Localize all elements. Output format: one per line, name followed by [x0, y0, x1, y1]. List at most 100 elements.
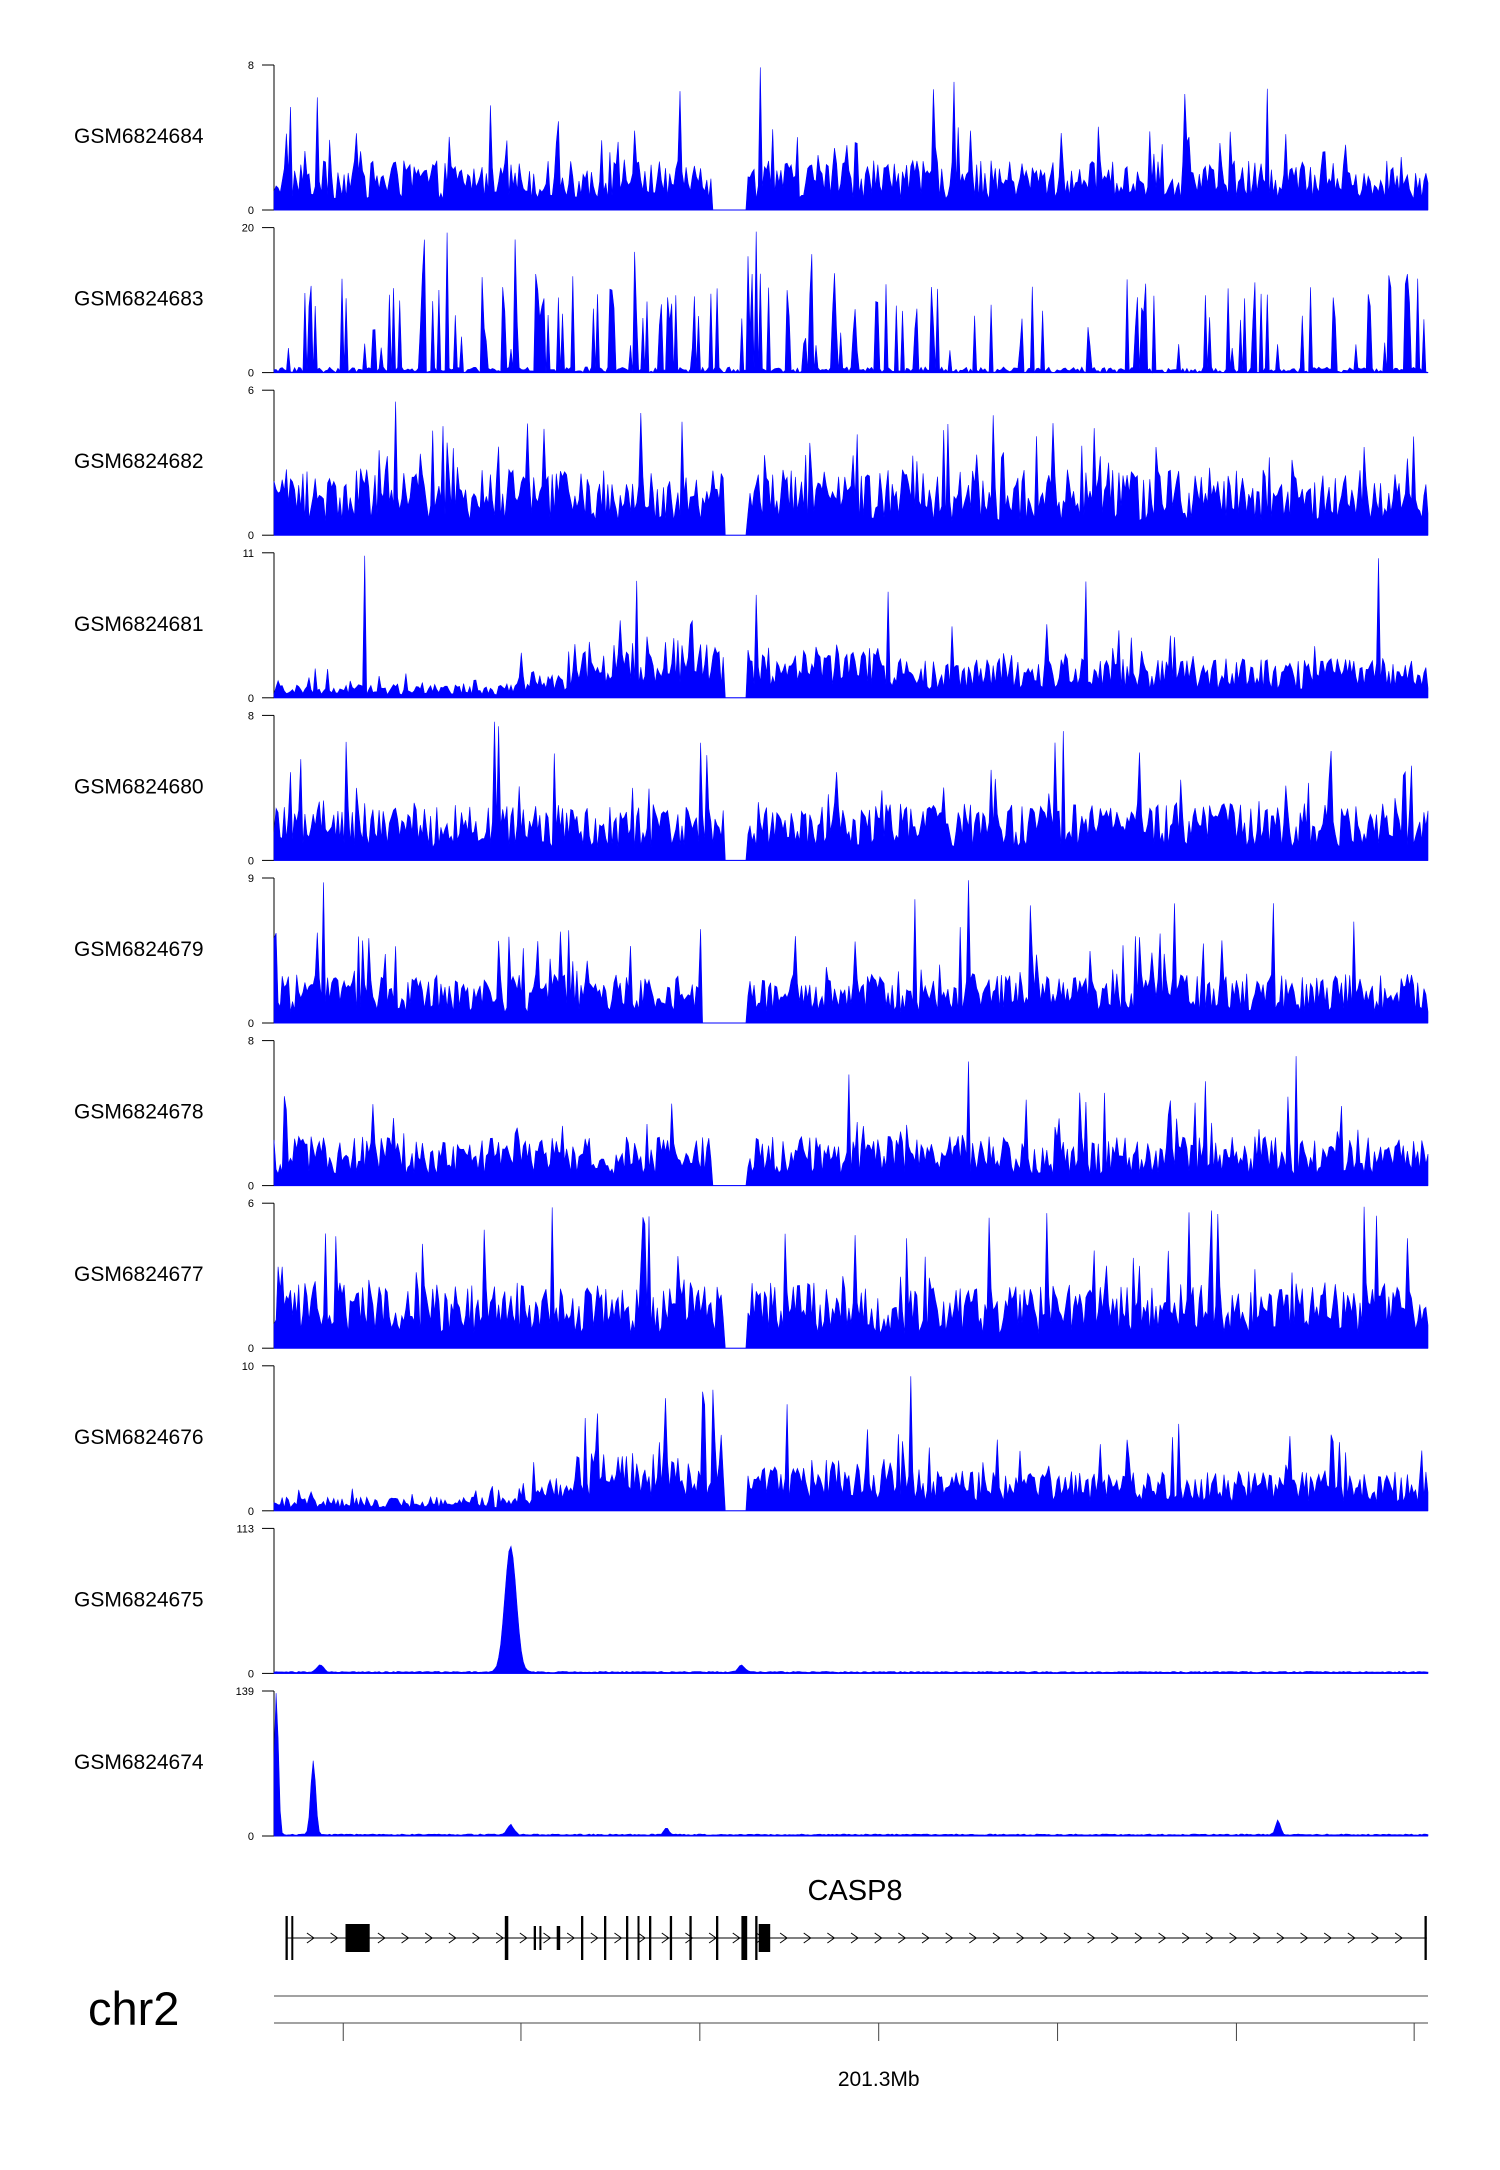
y-min-label: 0	[248, 1181, 254, 1193]
exon-block	[669, 1916, 673, 1960]
track-GSM6824675: GSM6824675 113 0	[74, 1523, 1429, 1680]
strand-arrow	[1063, 1932, 1072, 1944]
track-GSM6824684: GSM6824684 8 0	[74, 60, 1429, 217]
track-GSM6824681: GSM6824681 11 0	[74, 548, 1429, 705]
signal-area	[273, 1545, 1429, 1674]
y-max-label: 8	[248, 710, 254, 722]
track-label: GSM6824683	[74, 288, 204, 311]
strand-arrow	[637, 1932, 646, 1944]
exon-block	[291, 1916, 294, 1960]
signal-area	[273, 555, 1429, 699]
track-GSM6824679: GSM6824679 9 0	[74, 873, 1429, 1030]
strand-arrow	[1276, 1932, 1285, 1944]
strand-arrow	[779, 1932, 788, 1944]
strand-arrow	[614, 1932, 623, 1944]
track-label: GSM6824677	[74, 1263, 204, 1286]
strand-arrow	[566, 1932, 576, 1944]
strand-arrow	[1323, 1932, 1333, 1944]
exon-block	[741, 1916, 748, 1960]
track-label: GSM6824679	[74, 938, 204, 961]
exon-block	[604, 1916, 607, 1960]
signal-area	[273, 1056, 1429, 1186]
exon-block	[504, 1916, 509, 1960]
track-label: GSM6824675	[74, 1588, 204, 1611]
strand-arrow	[330, 1932, 339, 1944]
exon-block	[716, 1916, 719, 1960]
exon-block	[556, 1926, 561, 1950]
strand-arrow	[543, 1932, 552, 1944]
strand-arrow	[590, 1932, 599, 1944]
track-GSM6824682: GSM6824682 6 0	[74, 385, 1429, 542]
track-GSM6824677: GSM6824677 6 0	[74, 1198, 1429, 1355]
strand-arrow	[1252, 1932, 1262, 1944]
strand-arrow	[519, 1932, 528, 1944]
exon-block	[1424, 1916, 1427, 1960]
strand-arrow	[1300, 1932, 1309, 1944]
track-label: GSM6824680	[74, 775, 204, 798]
strand-arrow	[472, 1932, 481, 1944]
y-max-label: 8	[248, 60, 254, 72]
strand-arrow	[1394, 1932, 1404, 1944]
strand-arrow	[424, 1932, 434, 1944]
strand-arrow	[377, 1932, 386, 1944]
strand-arrow	[1205, 1932, 1214, 1944]
track-label: GSM6824678	[74, 1101, 204, 1124]
track-GSM6824676: GSM6824676 10 0	[74, 1361, 1429, 1518]
track-GSM6824680: GSM6824680 8 0	[74, 710, 1429, 867]
strand-arrow	[1110, 1932, 1120, 1944]
signal-area	[273, 1376, 1429, 1512]
y-max-label: 139	[236, 1686, 254, 1698]
strand-arrow	[401, 1932, 410, 1944]
signal-area	[273, 721, 1429, 861]
strand-arrow	[1016, 1932, 1025, 1944]
coordinate-axis: chr2 201.3Mb	[88, 1982, 1428, 2091]
y-min-label: 0	[248, 1668, 254, 1680]
y-min-label: 0	[248, 1018, 254, 1030]
y-min-label: 0	[248, 855, 254, 867]
track-GSM6824678: GSM6824678 8 0	[74, 1036, 1429, 1193]
coordinate-tick-label: 201.3Mb	[838, 2068, 920, 2091]
strand-arrow	[306, 1932, 315, 1944]
signal-area	[273, 401, 1429, 536]
strand-arrow	[945, 1932, 954, 1944]
y-min-label: 0	[248, 693, 254, 705]
strand-arrow	[1134, 1932, 1143, 1944]
strand-arrow	[685, 1932, 694, 1944]
strand-arrow	[898, 1932, 907, 1944]
signal-area	[273, 1693, 1429, 1837]
y-min-label: 0	[248, 368, 254, 380]
y-min-label: 0	[248, 1343, 254, 1355]
strand-arrow	[495, 1932, 505, 1944]
y-max-label: 6	[248, 1198, 254, 1210]
strand-arrow	[1229, 1932, 1238, 1944]
signal-area	[273, 231, 1429, 374]
strand-arrow	[921, 1932, 930, 1944]
track-label: GSM6824681	[74, 613, 204, 636]
exon-block	[649, 1916, 652, 1960]
strand-arrow	[992, 1932, 1001, 1944]
strand-arrow	[969, 1932, 978, 1944]
track-label: GSM6824674	[74, 1751, 204, 1774]
y-max-label: 8	[248, 1036, 254, 1048]
signal-tracks: GSM682468480GSM6824683200GSM682468260GSM…	[74, 60, 1429, 1843]
track-label: GSM6824676	[74, 1426, 204, 1449]
signal-area	[273, 1206, 1429, 1349]
exon-block	[533, 1926, 536, 1950]
strand-arrow	[1158, 1932, 1167, 1944]
y-min-label: 0	[248, 205, 254, 217]
strand-arrow	[661, 1932, 670, 1944]
strand-arrow	[732, 1932, 741, 1944]
track-label: GSM6824682	[74, 450, 204, 473]
exon-block	[755, 1916, 758, 1960]
strand-arrow	[850, 1932, 859, 1944]
strand-arrow	[1347, 1932, 1356, 1944]
y-min-label: 0	[248, 1831, 254, 1843]
chromosome-label: chr2	[88, 1982, 179, 2035]
exon-block	[345, 1924, 370, 1952]
y-max-label: 10	[242, 1361, 254, 1373]
exon-block	[758, 1924, 771, 1952]
signal-area	[273, 880, 1429, 1024]
strand-arrow	[874, 1932, 883, 1944]
track-label: GSM6824684	[74, 125, 204, 148]
